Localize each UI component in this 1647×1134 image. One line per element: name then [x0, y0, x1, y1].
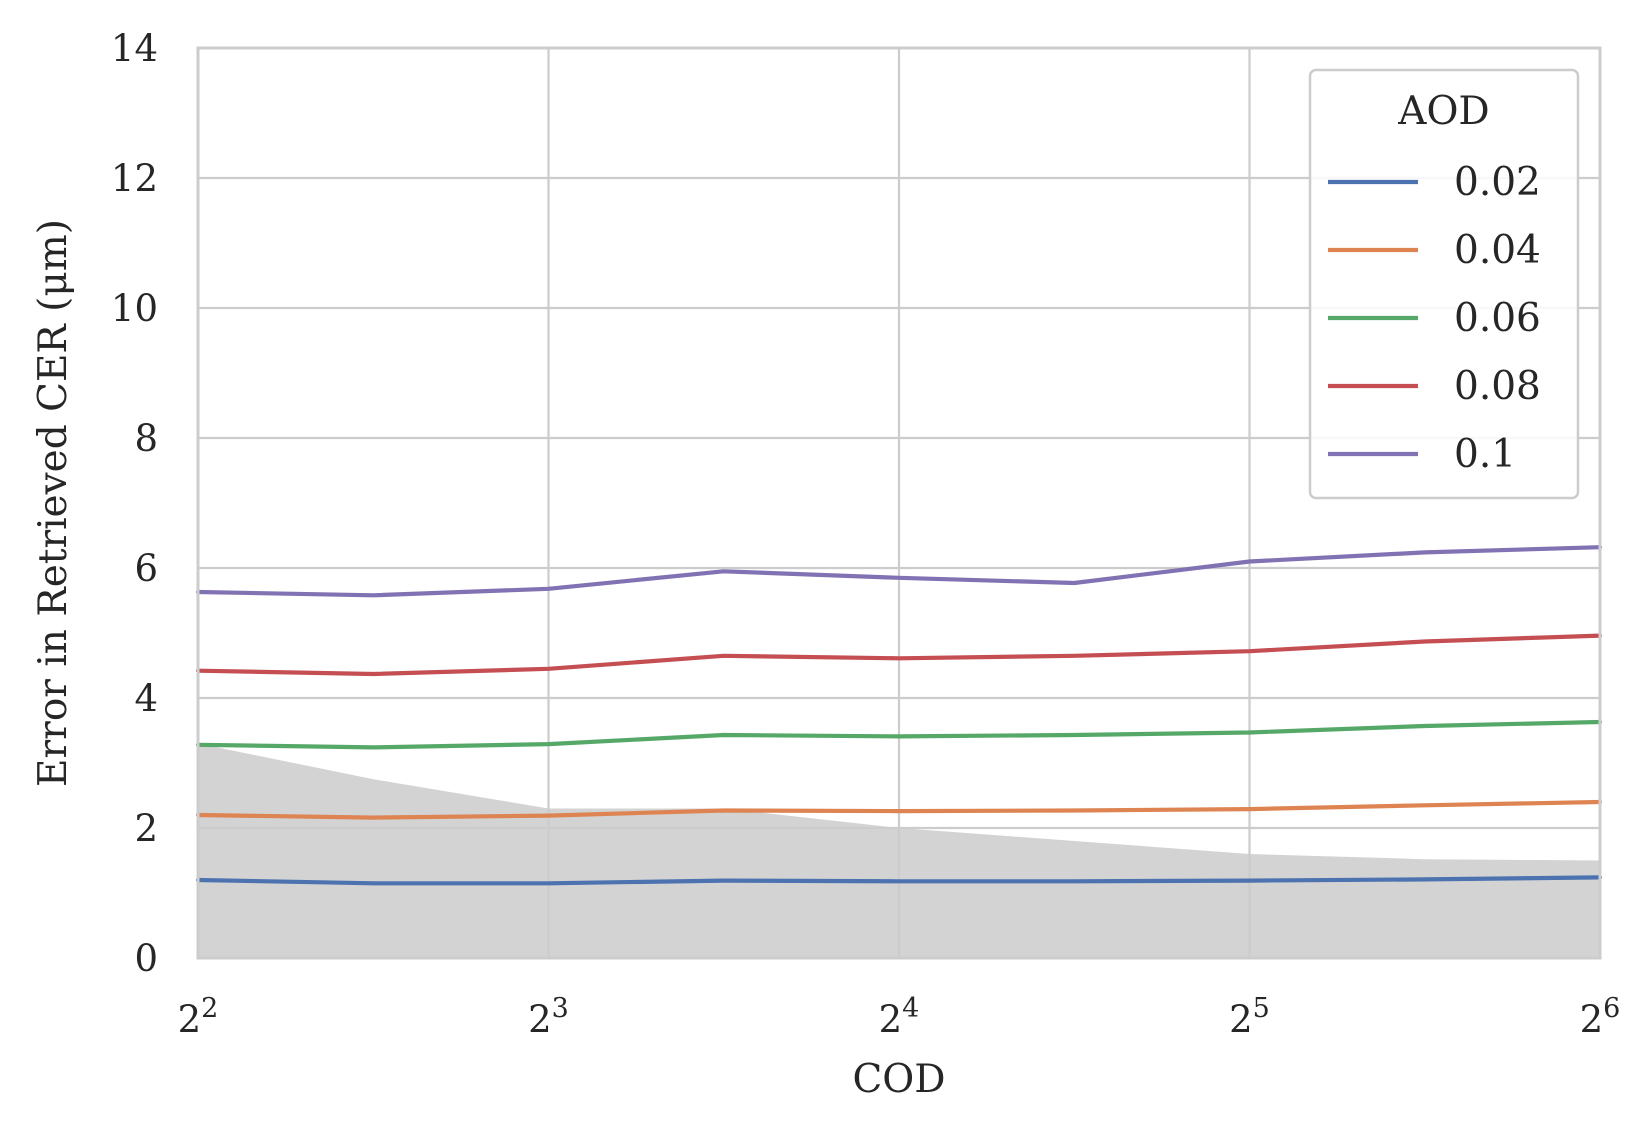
series-layer: [195, 545, 1603, 886]
y-tick-label: 4: [134, 677, 158, 720]
series-line-aod-0.06: [195, 719, 1603, 750]
y-tick-label: 12: [111, 157, 158, 200]
legend-label: 0.08: [1454, 364, 1541, 409]
x-tick-label: 22: [178, 993, 219, 1041]
legend-items: 0.02 0.04 0.06 0.08 0.1: [1328, 160, 1541, 477]
legend-label: 0.06: [1454, 296, 1541, 341]
legend-label: 0.04: [1454, 228, 1541, 273]
x-tick-label: 24: [879, 993, 920, 1041]
y-tick-label: 14: [111, 27, 158, 70]
y-tick-label: 8: [134, 417, 158, 460]
series-line-aod-0.02: [195, 875, 1603, 886]
series-line-aod-0.08: [195, 633, 1603, 677]
plot-frame: [196, 46, 1602, 960]
y-tick-labels: 0 2 4 6 8 10 12 14: [111, 27, 158, 980]
y-axis-label: Error in Retrieved CER (μm): [31, 219, 76, 787]
y-tick-label: 10: [111, 287, 158, 330]
legend: AOD 0.02 0.04 0.06 0.08 0.1: [1308, 68, 1580, 500]
x-axis-label: COD: [852, 1057, 945, 1102]
y-tick-label: 0: [134, 937, 158, 980]
x-tick-label: 26: [1580, 993, 1621, 1041]
y-tick-label: 6: [134, 547, 158, 590]
series-line-aod-0.04: [195, 799, 1603, 820]
x-tick-labels: 22 23 24 25 26: [178, 993, 1621, 1041]
legend-label: 0.02: [1454, 160, 1541, 205]
x-tick-label: 25: [1229, 993, 1270, 1041]
legend-box: [1308, 68, 1580, 500]
legend-label: 0.1: [1454, 432, 1516, 477]
series-line-aod-0.1: [195, 545, 1603, 598]
x-tick-label: 23: [528, 993, 569, 1041]
legend-title: AOD: [1397, 89, 1489, 134]
y-tick-label: 2: [134, 807, 158, 850]
